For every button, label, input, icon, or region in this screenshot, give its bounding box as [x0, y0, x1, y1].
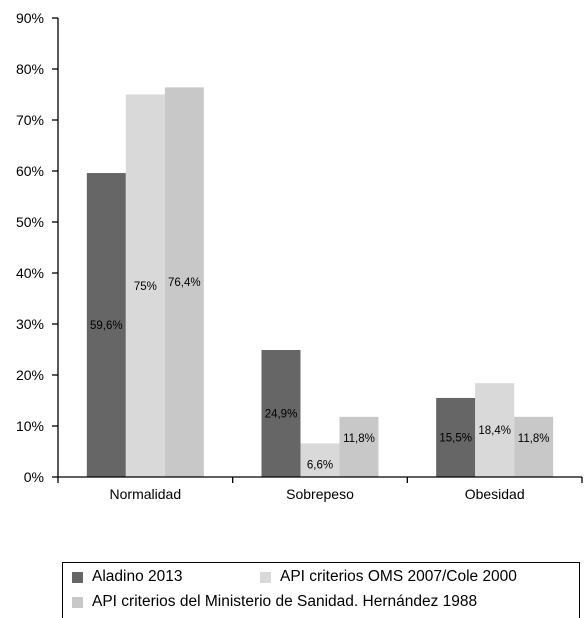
y-tick-label: 80% [16, 61, 44, 77]
bar [339, 416, 379, 477]
x-tick-label: Normalidad [110, 486, 182, 502]
legend: Aladino 2013 API criterios OMS 2007/Cole… [62, 562, 580, 618]
data-label: 24,9% [265, 409, 298, 421]
bar [436, 397, 476, 477]
y-tick-label: 10% [16, 418, 44, 434]
data-label: 11,8% [343, 433, 375, 445]
x-tick-label: Obesidad [465, 486, 525, 502]
bar [86, 173, 126, 478]
data-label: 15,5% [439, 432, 472, 444]
y-tick-label: 30% [16, 316, 44, 332]
data-label: 18,4% [478, 425, 511, 437]
y-tick-label: 70% [16, 112, 44, 128]
legend-item-series-2: API criterios OMS 2007/Cole 2000 [260, 568, 517, 586]
legend-swatch-series-1 [72, 571, 83, 583]
data-label: 75% [134, 281, 157, 293]
legend-label-series-3: API criterios del Ministerio de Sanidad.… [92, 593, 478, 610]
bars-group [86, 87, 554, 478]
value-labels-group: 59,6% 75% 76,4% 24,9% 6,6% 11,8% 15,5% 18,4% 11,… [90, 277, 550, 471]
legend-item-series-1: Aladino 2013 [72, 568, 183, 586]
bar [125, 94, 165, 477]
y-tick-label: 40% [16, 265, 44, 281]
data-label: 76,4% [168, 277, 201, 289]
bar-chart: 59,6% 75% 76,4% 24,9% 6,6% 11,8% 15,5% 18,4% 11,… [16, 10, 583, 502]
data-label: 6,6% [307, 459, 333, 471]
bar [514, 416, 554, 477]
legend-swatch-series-3 [72, 596, 83, 608]
y-tick-label: 20% [16, 367, 44, 383]
legend-swatch-series-2 [260, 571, 271, 583]
bar [164, 87, 204, 478]
bar [300, 443, 340, 477]
y-tick-label: 90% [16, 10, 44, 26]
y-tick-label: 0% [24, 469, 44, 485]
data-label: 11,8% [518, 433, 550, 445]
data-label: 59,6% [90, 320, 123, 332]
x-tick-label: Sobrepeso [286, 486, 354, 502]
legend-item-series-3: API criterios del Ministerio de Sanidad.… [72, 593, 477, 611]
y-tick-label: 60% [16, 163, 44, 179]
bar [261, 350, 301, 477]
y-tick-label: 50% [16, 214, 44, 230]
axes-group: 0% 10% 20% 30% 40% 50% 60% 70% 80% 90% Normalidad S… [16, 10, 583, 502]
bar [475, 383, 515, 477]
legend-label-series-2: API criterios OMS 2007/Cole 2000 [280, 568, 517, 585]
legend-label-series-1: Aladino 2013 [92, 568, 183, 585]
